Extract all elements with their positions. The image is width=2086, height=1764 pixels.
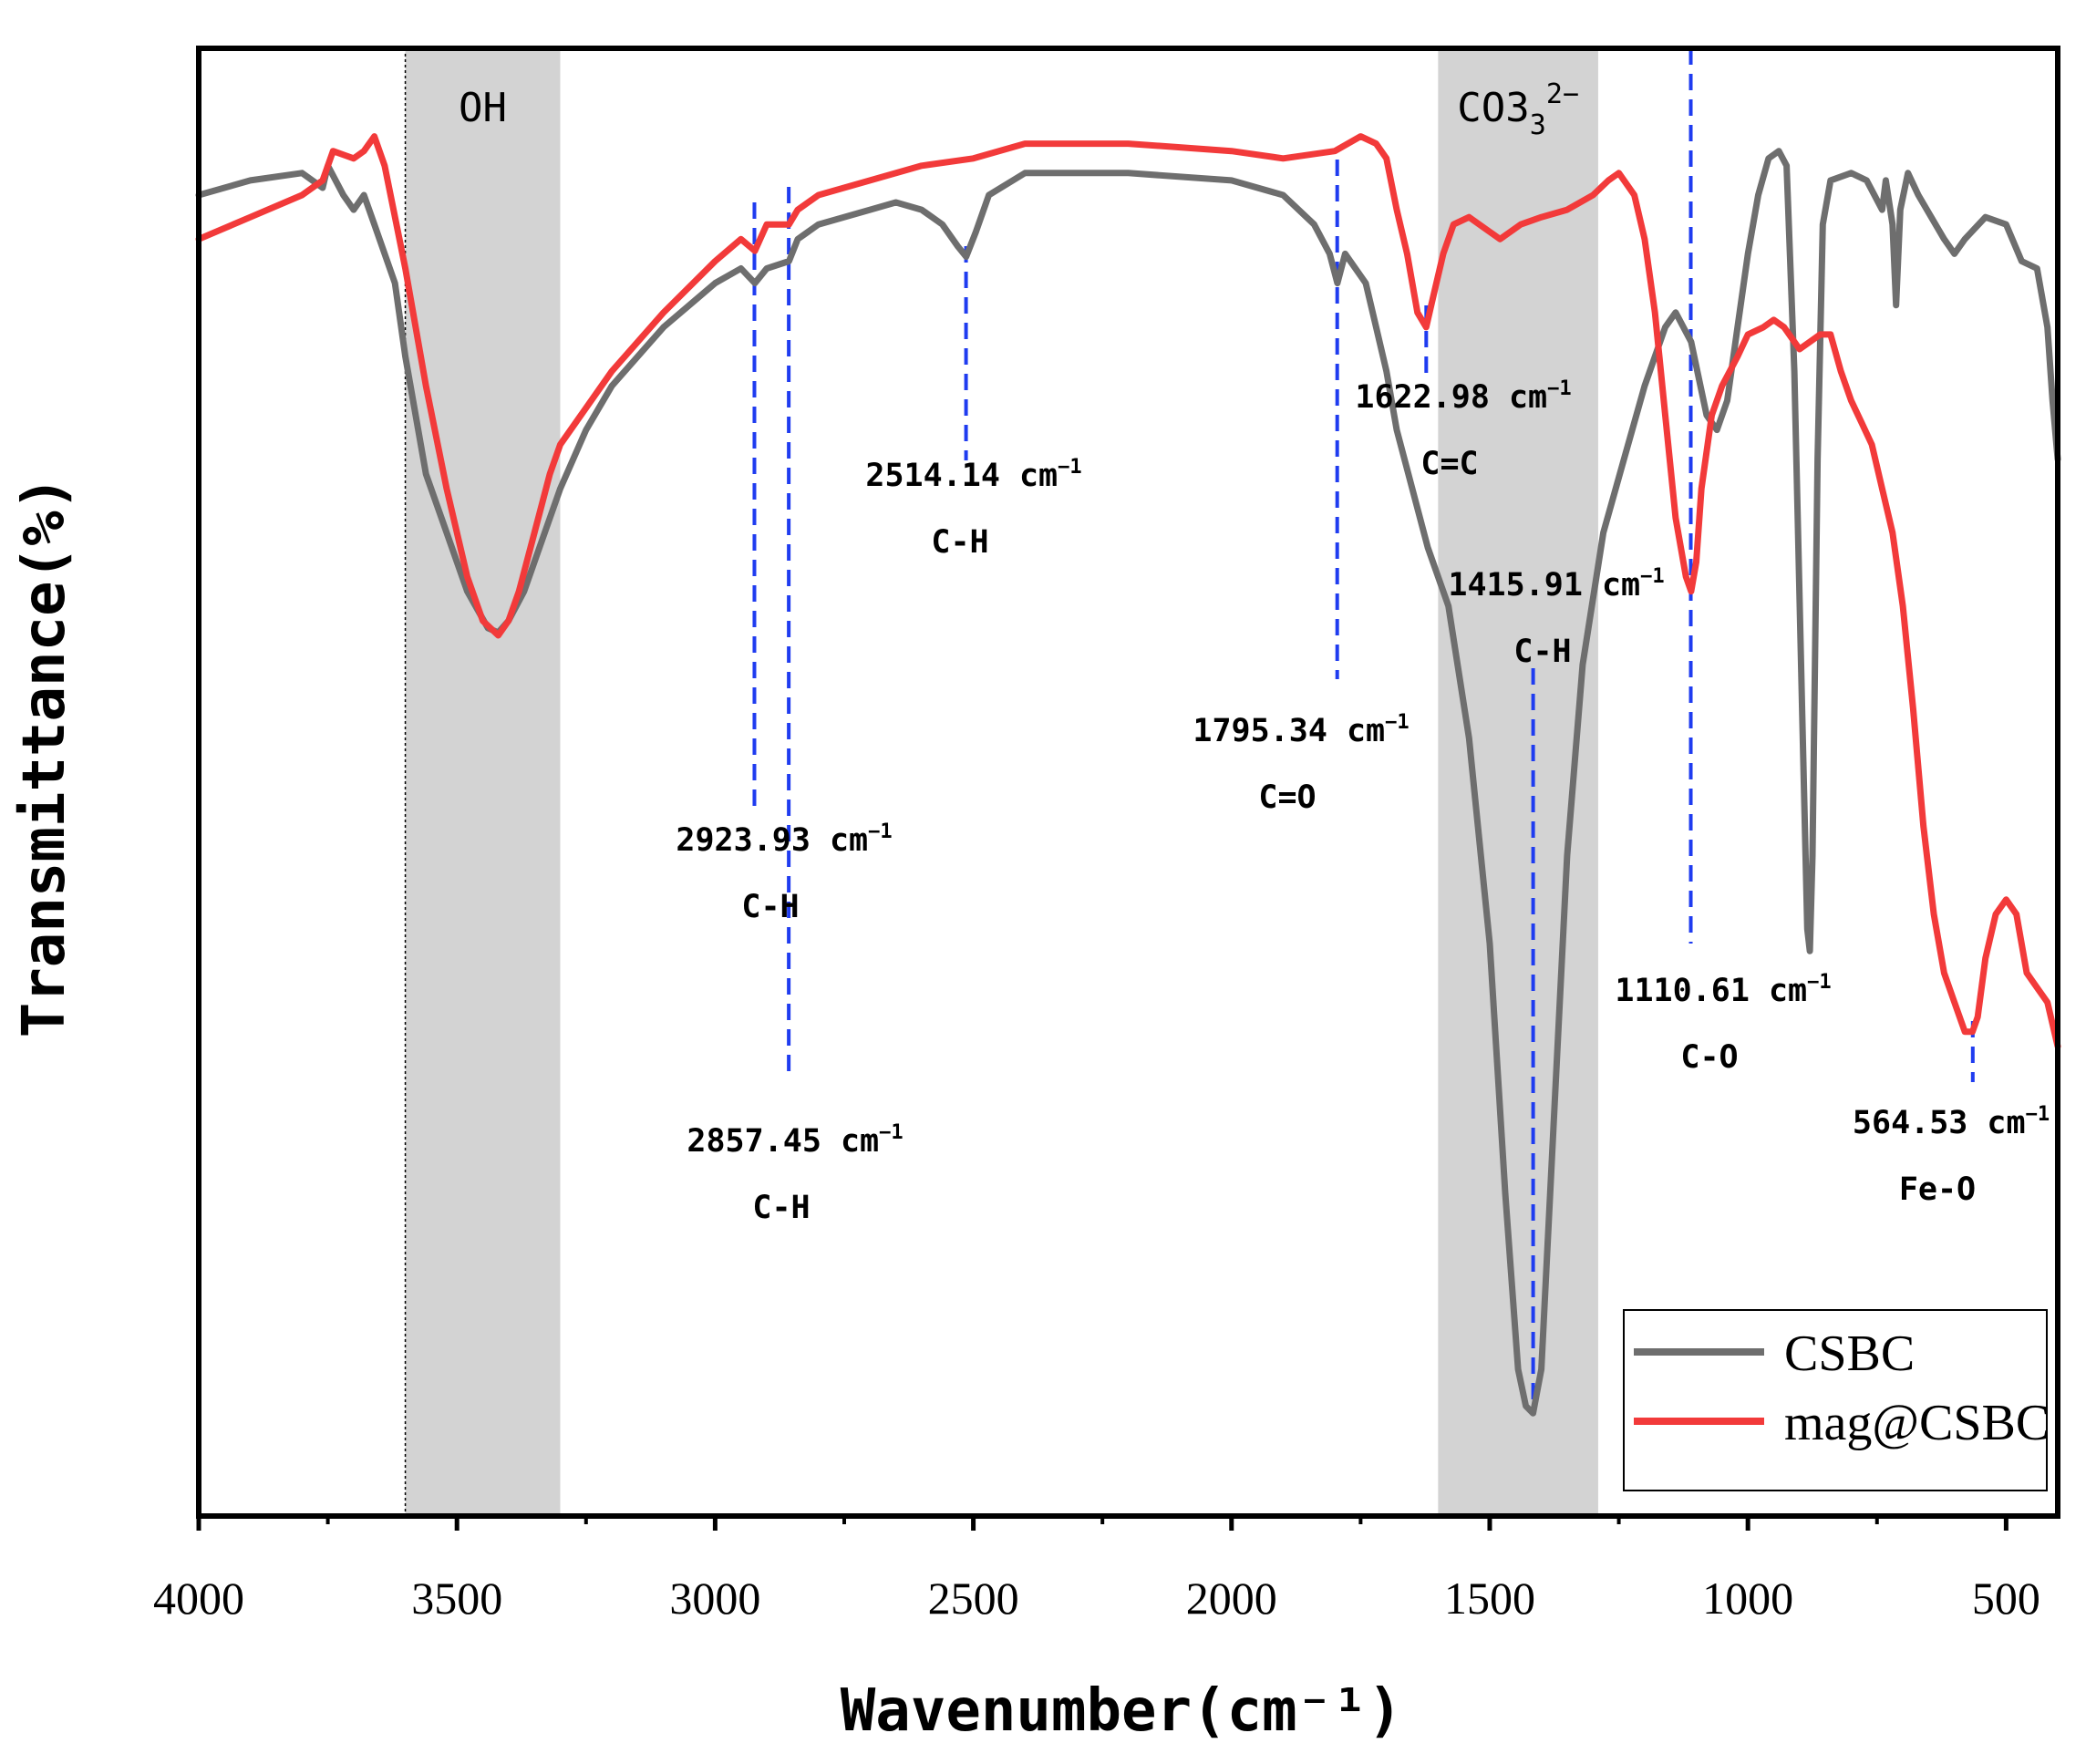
region-label-main: OH	[459, 85, 507, 131]
x-tick-label-1000: 1000	[1702, 1573, 1793, 1624]
annotation-unit-sup: −1	[879, 1121, 904, 1144]
plot-frame	[196, 46, 2060, 1519]
series-lines	[195, 133, 2061, 1417]
annotation-unit-sup: −1	[1807, 971, 1832, 994]
annotation-bond-2514.14: C-H	[931, 524, 988, 561]
annotation-value: 1415.91 cm	[1448, 567, 1640, 603]
annotation-bond-1795.34: C=O	[1258, 779, 1316, 816]
region-label-0: OH	[459, 85, 507, 131]
shaded-regions: OH CO332−	[404, 48, 1598, 1516]
x-axis-ticks: 4000 3500 3000 2500 2000 1500 1000 500	[153, 1516, 2040, 1624]
annotation-wavenumber-1110.61: 1110.61 cm−1	[1615, 971, 1831, 1009]
annotation-unit-sup: −1	[868, 820, 893, 843]
annotation-value: 564.53 cm	[1853, 1105, 2026, 1141]
x-tick-label-1500: 1500	[1444, 1573, 1535, 1624]
x-tick-label-3000: 3000	[669, 1573, 760, 1624]
annotation-guides	[752, 48, 1975, 1408]
annotation-wavenumber-1415.91: 1415.91 cm−1	[1448, 565, 1664, 603]
annotation-bond-564.53: Fe-O	[1899, 1171, 1976, 1208]
shaded-region-0	[405, 48, 561, 1516]
legend-label-mag@CSBC: mag@CSBC	[1784, 1395, 2050, 1451]
x-axis-title-unit: (cm⁻¹)	[1192, 1677, 1402, 1745]
annotation-value: 2923.93 cm	[676, 822, 868, 859]
series-line-mag@CSBC	[195, 133, 2061, 1050]
annotation-wavenumber-1622.98: 1622.98 cm−1	[1355, 377, 1571, 416]
region-label-main: CO3	[1457, 85, 1529, 131]
annotation-value: 1622.98 cm	[1355, 379, 1547, 416]
legend: CSBC mag@CSBC	[1623, 1309, 2050, 1491]
region-label-sup: 2−	[1546, 78, 1579, 110]
annotation-unit-sup: −1	[1640, 565, 1665, 588]
annotation-unit-sup: −1	[2026, 1103, 2050, 1126]
annotation-value: 1795.34 cm	[1193, 713, 1385, 749]
annotation-unit-sup: −1	[1547, 377, 1572, 400]
x-tick-label-2500: 2500	[928, 1573, 1019, 1624]
annotation-wavenumber-2923.93: 2923.93 cm−1	[676, 820, 892, 859]
annotation-bond-1415.91: C-H	[1513, 634, 1571, 670]
annotation-unit-sup: −1	[1058, 456, 1082, 479]
y-axis-title: Transmittance(%)	[11, 476, 78, 1038]
region-label-sub: 3	[1530, 109, 1546, 141]
annotation-wavenumber-2514.14: 2514.14 cm−1	[865, 456, 1081, 494]
annotation-wavenumber-564.53: 564.53 cm−1	[1853, 1103, 2050, 1141]
x-tick-label-2000: 2000	[1186, 1573, 1277, 1624]
x-tick-label-500: 500	[1972, 1573, 2040, 1624]
legend-box	[1623, 1309, 2048, 1491]
annotation-bond-1622.98: C=C	[1420, 446, 1478, 482]
series-line-CSBC	[195, 148, 2061, 1417]
annotation-bond-1110.61: C-O	[1680, 1039, 1738, 1076]
annotation-wavenumber-2857.45: 2857.45 cm−1	[687, 1121, 903, 1160]
x-axis-title-main: Wavenumber	[841, 1677, 1192, 1745]
legend-label-CSBC: CSBC	[1784, 1326, 1915, 1382]
x-axis-title: Wavenumber(cm⁻¹)	[841, 1677, 1403, 1745]
annotation-bond-2923.93: C-H	[741, 889, 799, 925]
x-tick-label-4000: 4000	[153, 1573, 244, 1624]
x-tick-label-3500: 3500	[411, 1573, 502, 1624]
annotation-wavenumber-1795.34: 1795.34 cm−1	[1193, 711, 1409, 749]
annotation-value: 2857.45 cm	[687, 1123, 879, 1160]
region-label-1: CO332−	[1457, 78, 1579, 141]
annotation-value: 1110.61 cm	[1615, 973, 1807, 1009]
annotation-value: 2514.14 cm	[865, 458, 1058, 494]
annotation-bond-2857.45: C-H	[752, 1190, 810, 1226]
annotation-unit-sup: −1	[1385, 711, 1410, 734]
